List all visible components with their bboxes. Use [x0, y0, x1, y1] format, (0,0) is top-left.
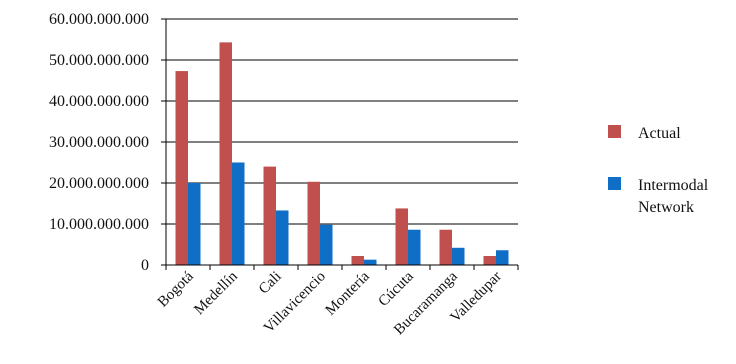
- bar-actual-6: [439, 229, 452, 265]
- bars: [175, 42, 509, 266]
- legend-label-intermodal-network: Network: [638, 199, 694, 216]
- legend-swatch-intermodal-network: [608, 177, 621, 190]
- bar-actual-3: [307, 181, 320, 265]
- bar-intermodal-network-7: [496, 250, 509, 265]
- bar-intermodal-network-4: [364, 259, 377, 265]
- x-tick-label: Bogotá: [155, 268, 197, 310]
- bar-intermodal-network-5: [408, 229, 421, 265]
- bar-intermodal-network-3: [320, 224, 333, 265]
- bar-actual-4: [351, 255, 364, 265]
- y-tick-label: 20.000.000.000: [49, 175, 149, 192]
- bar-intermodal-network-2: [276, 210, 289, 265]
- y-tick-label: 40.000.000.000: [49, 93, 149, 110]
- y-tick-label: 10.000.000.000: [49, 216, 149, 233]
- bar-intermodal-network-6: [452, 247, 465, 265]
- x-tick-label: Cúcuta: [375, 268, 417, 310]
- legend-label-actual: Actual: [638, 125, 681, 142]
- bar-intermodal-network-0: [188, 183, 201, 265]
- x-tick-label: Montería: [323, 268, 373, 318]
- bar-actual-7: [483, 255, 496, 265]
- y-tick-label: 0: [141, 257, 149, 274]
- legend-label-intermodal-network: Intermodal: [638, 177, 709, 194]
- legend-swatch-actual: [608, 125, 621, 138]
- y-axis: 0 10.000.000.000 20.000.000.000 30.000.000.…: [49, 11, 167, 274]
- x-tick-label: Cali: [256, 269, 285, 298]
- y-tick-label: 60.000.000.000: [49, 11, 149, 28]
- y-tick-label: 30.000.000.000: [49, 134, 149, 151]
- x-tick-label: Medellín: [191, 268, 241, 318]
- y-tick-label: 50.000.000.000: [49, 52, 149, 69]
- bar-intermodal-network-1: [232, 162, 245, 265]
- bar-actual-1: [219, 42, 232, 266]
- bar-actual-2: [263, 166, 276, 265]
- legend: Actual Intermodal Network: [608, 125, 709, 216]
- bar-actual-5: [395, 208, 408, 265]
- bar-actual-0: [175, 71, 188, 265]
- gridlines: [166, 18, 518, 225]
